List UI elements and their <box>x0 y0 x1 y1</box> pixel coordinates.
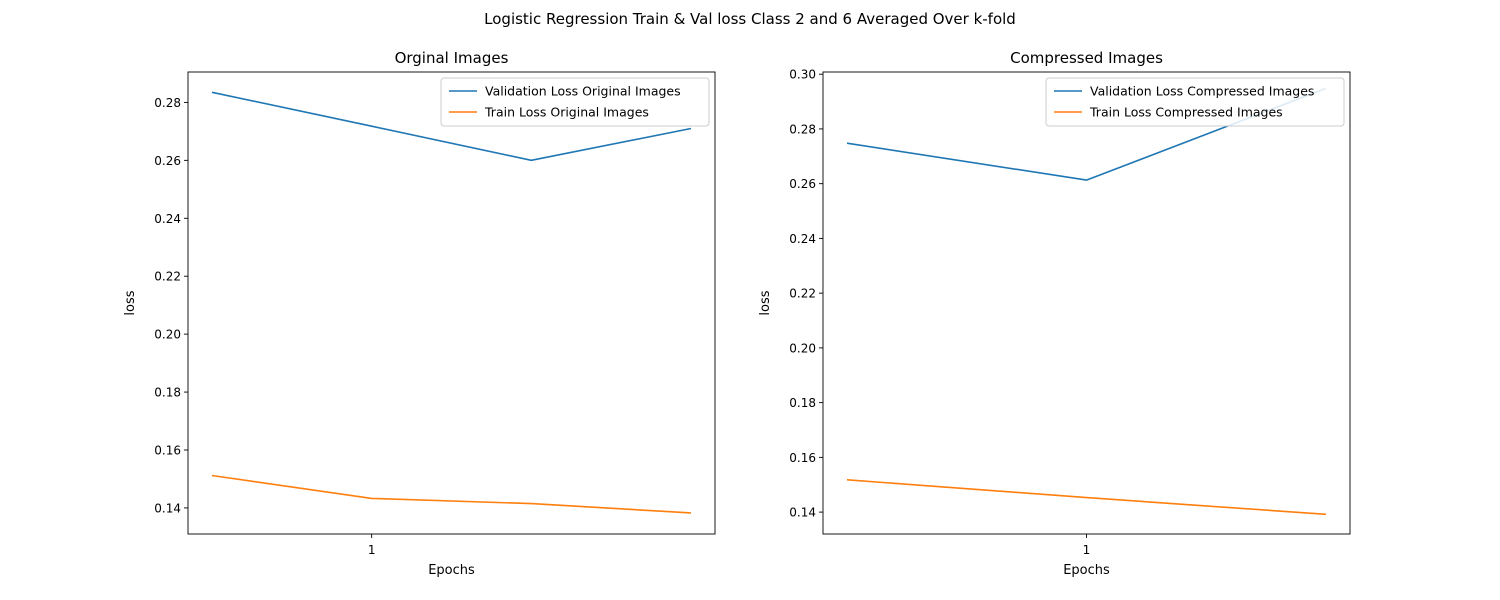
x-tick-label: 1 <box>1083 543 1091 557</box>
x-axis-label: Epochs <box>428 563 475 578</box>
y-tick-label: 0.26 <box>789 177 816 191</box>
y-tick-label: 0.24 <box>154 212 181 226</box>
legend-entry: Train Loss Compressed Images <box>1089 105 1283 120</box>
y-tick-label: 0.28 <box>789 122 816 136</box>
x-tick-label: 1 <box>368 543 376 557</box>
legend: Validation Loss Original Images Train Los… <box>440 77 710 127</box>
y-tick-label: 0.28 <box>154 96 181 110</box>
subplot-title: Compressed Images <box>1010 49 1163 67</box>
y-axis-label: loss <box>123 290 138 315</box>
legend-box <box>1045 77 1345 127</box>
x-axis-label: Epochs <box>1063 563 1110 578</box>
legend-entry: Validation Loss Original Images <box>485 84 681 99</box>
y-tick-label: 0.20 <box>154 328 181 342</box>
y-tick-label: 0.14 <box>154 501 181 515</box>
series-line-2 <box>846 479 1327 516</box>
y-tick-label: 0.22 <box>789 287 816 301</box>
y-tick-label: 0.16 <box>154 444 181 458</box>
legend: Validation Loss Compressed Images Train L… <box>1045 77 1345 127</box>
axes-frame <box>822 71 1351 535</box>
y-tick-label: 0.18 <box>789 396 816 410</box>
charts: Orginal Images 0.14 0.16 0.18 0.20 0.22 0.24 0.… <box>123 49 1351 578</box>
subplot-1: Orginal Images 0.14 0.16 0.18 0.20 0.22 0.24 0.… <box>123 49 716 578</box>
axes-frame <box>187 71 716 535</box>
legend-entry: Train Loss Original Images <box>484 105 649 120</box>
subplot-2: Compressed Images 0.14 0.16 0.18 0.20 0.22 0.2… <box>758 49 1351 578</box>
y-tick-label: 0.20 <box>789 341 816 355</box>
y-axis-label: loss <box>758 290 773 315</box>
subplot-title: Orginal Images <box>395 49 509 67</box>
y-tick-label: 0.26 <box>154 154 181 168</box>
y-tick-label: 0.16 <box>789 451 816 465</box>
legend-entry: Validation Loss Compressed Images <box>1090 84 1314 99</box>
legend-box <box>440 77 710 127</box>
y-tick-label: 0.18 <box>154 386 181 400</box>
y-tick-label: 0.22 <box>154 270 181 284</box>
series-line-1 <box>211 91 692 162</box>
figure-title: Logistic Regression Train & Val loss Cla… <box>484 10 1016 28</box>
y-tick-label: 0.24 <box>789 232 816 246</box>
y-tick-label: 0.14 <box>789 506 816 520</box>
y-tick-label: 0.30 <box>789 68 816 82</box>
series-line-2 <box>211 474 692 514</box>
